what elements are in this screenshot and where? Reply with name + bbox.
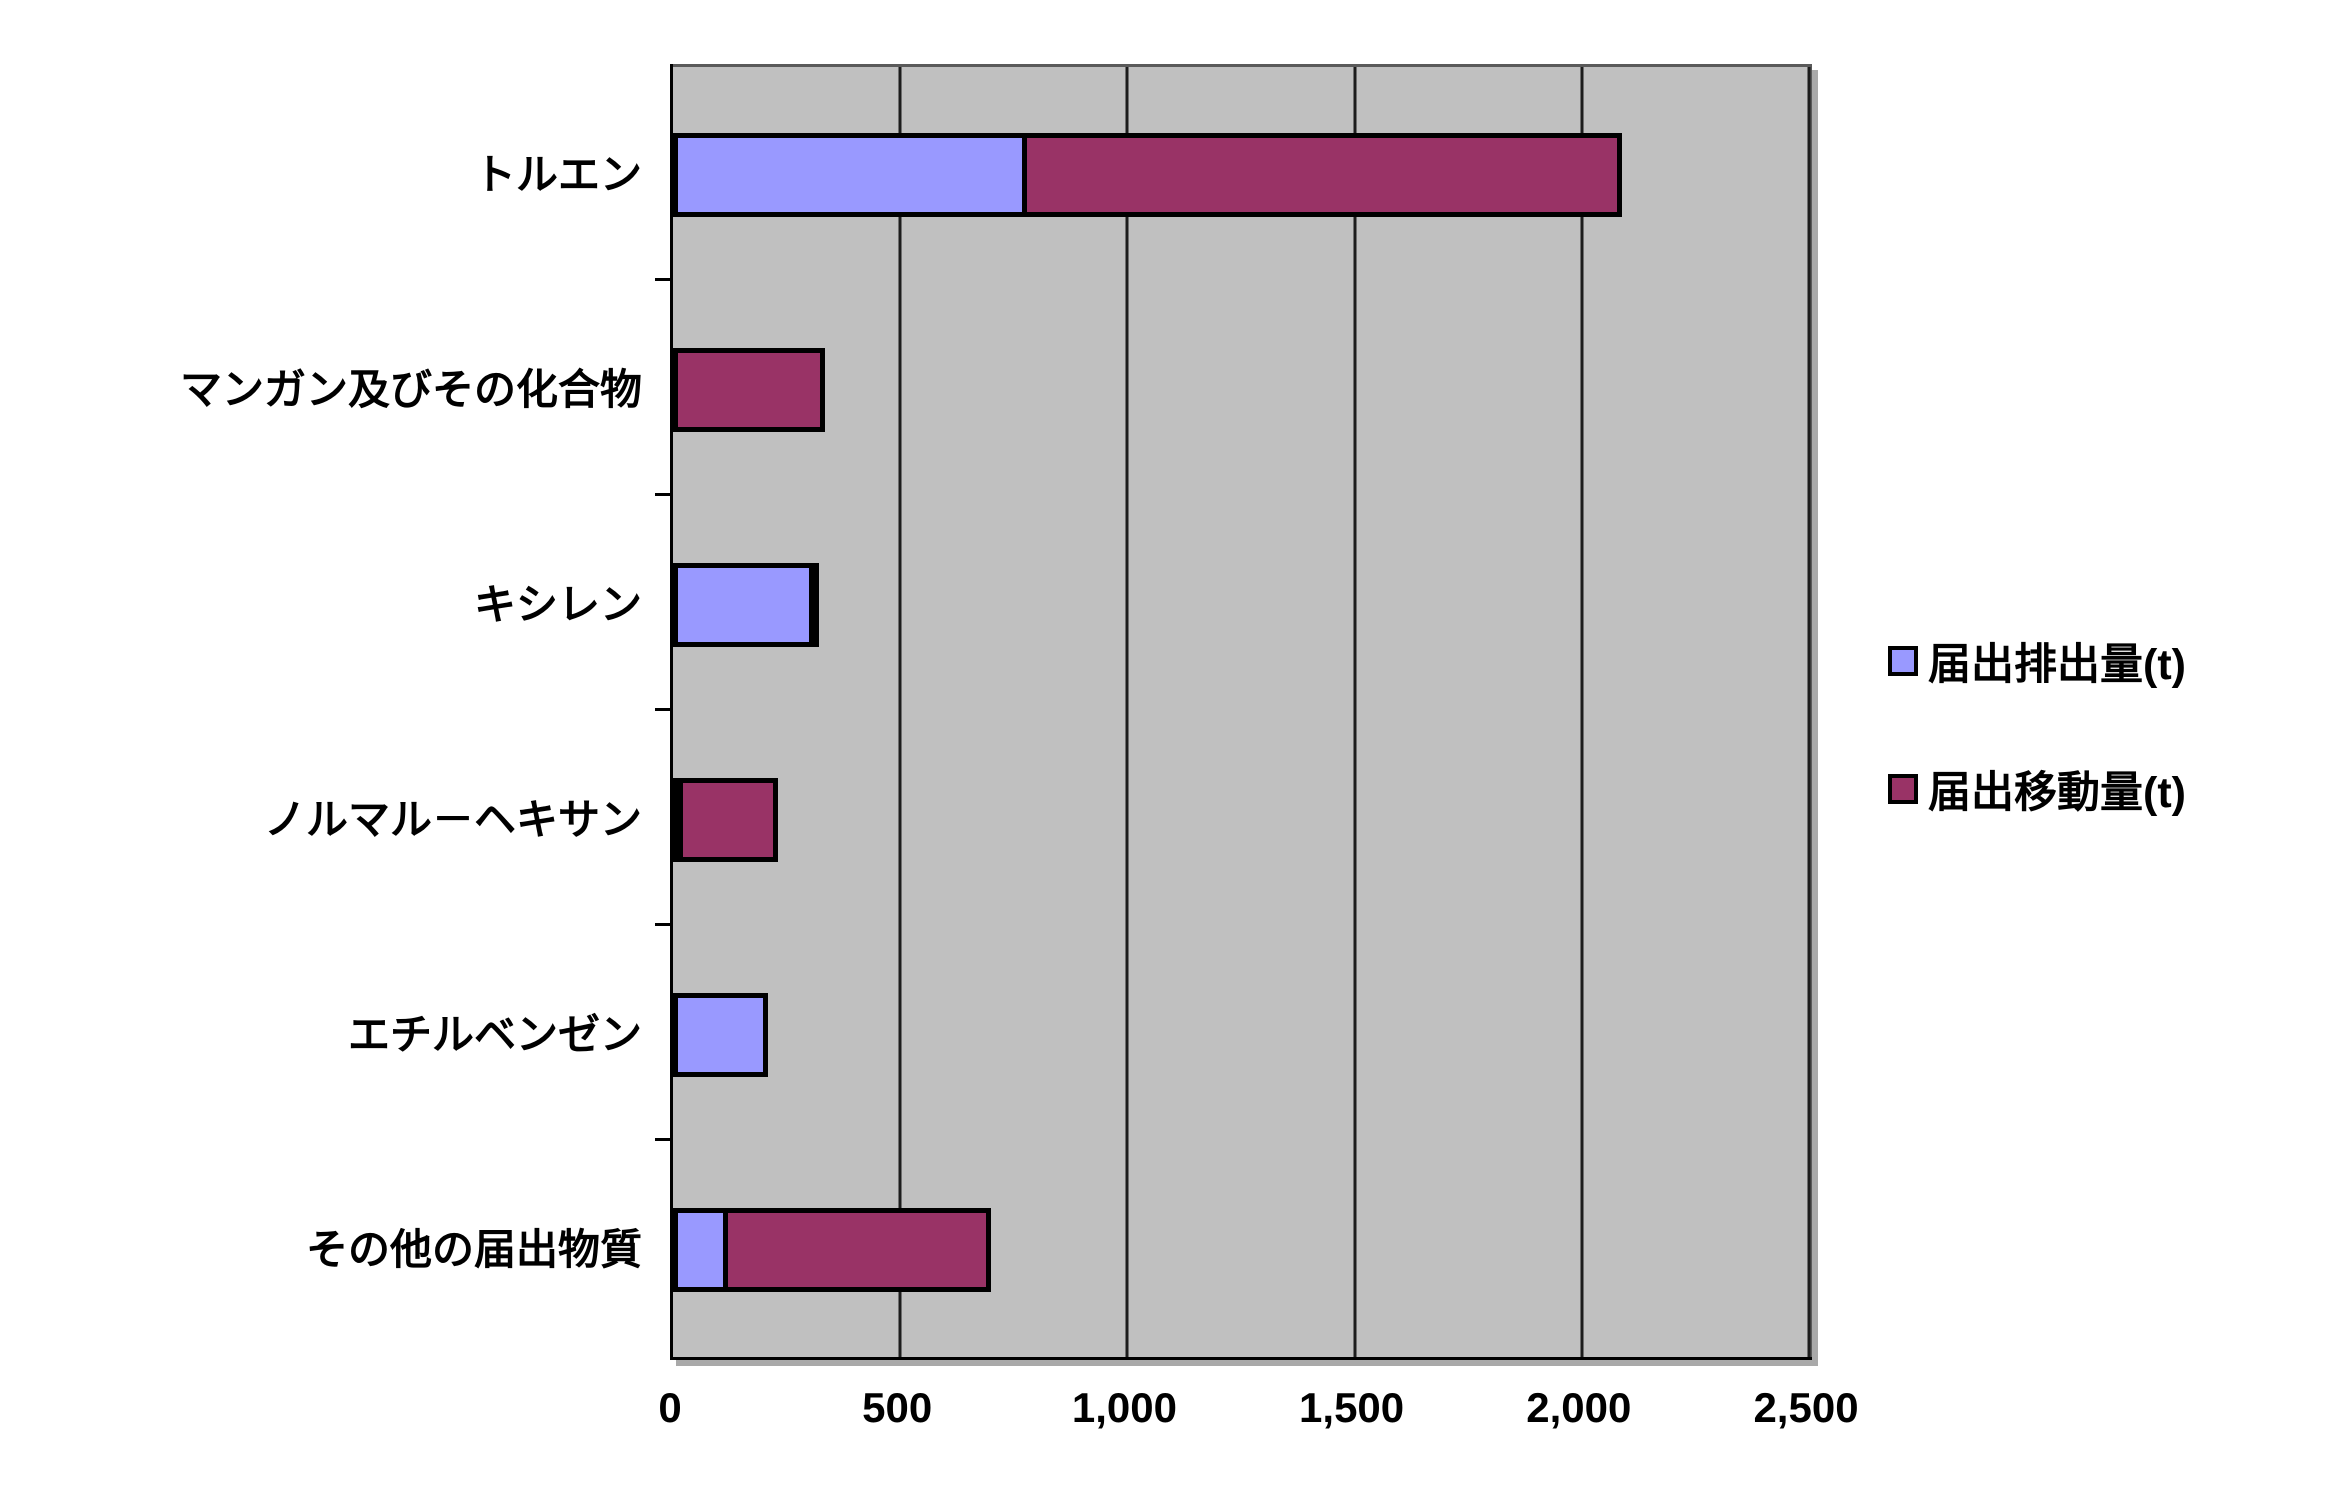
x-tick-label-500: 500 [862,1384,933,1431]
bar-segment-transfer-5 [722,1207,991,1292]
gridline-500 [898,67,902,1357]
category-label-3: ノルマル－ヘキサン [263,796,642,843]
y-axis-tick [655,708,670,711]
legend-label-emission: 届出排出量(t) [1928,641,2186,689]
bar-row-3 [673,712,778,927]
legend-swatch-emission [1888,646,1918,676]
bar-segment-transfer-0 [1022,132,1623,217]
y-axis-tick [655,278,670,281]
legend-label-transfer: 届出移動量(t) [1928,769,2186,817]
bar-row-0 [673,67,1623,282]
gridline-2000 [1580,67,1584,1357]
x-tick-label-1000: 1,000 [1071,1384,1177,1431]
bar-segment-transfer-2 [808,562,819,647]
bar-segment-emission-5 [673,1207,728,1292]
legend-item-emission: 届出排出量(t) [1888,630,2186,692]
bar-row-2 [673,497,819,712]
gridline-1000 [1125,67,1129,1357]
category-label-2: キシレン [473,581,642,628]
x-tick-label-0: 0 [658,1384,682,1431]
category-label-0: トルエン [473,151,642,198]
legend-swatch-transfer [1888,774,1918,804]
gridline-2500 [1807,67,1811,1357]
bar-segment-transfer-1 [673,347,826,432]
bar-row-1 [673,282,826,497]
bar-segment-emission-4 [673,992,769,1077]
gridline-1500 [1353,67,1357,1357]
y-axis-tick [655,1138,670,1141]
legend-item-transfer: 届出移動量(t) [1888,758,2186,820]
y-axis-tick [655,923,670,926]
category-label-4: エチルベンゼン [347,1011,642,1058]
x-tick-label-2000: 2,000 [1526,1384,1632,1431]
bar-segment-transfer-3 [678,777,778,862]
x-tick-label-2500: 2,500 [1753,1384,1859,1431]
bar-row-5 [673,1142,991,1357]
plot-area [670,64,1812,1360]
y-axis-tick [655,493,670,496]
bar-row-4 [673,927,769,1142]
x-tick-label-1500: 1,500 [1299,1384,1405,1431]
category-label-1: マンガン及びその化合物 [179,366,642,413]
bar-segment-emission-2 [673,562,814,647]
category-label-5: その他の届出物質 [305,1226,642,1273]
bar-segment-emission-0 [673,132,1028,217]
